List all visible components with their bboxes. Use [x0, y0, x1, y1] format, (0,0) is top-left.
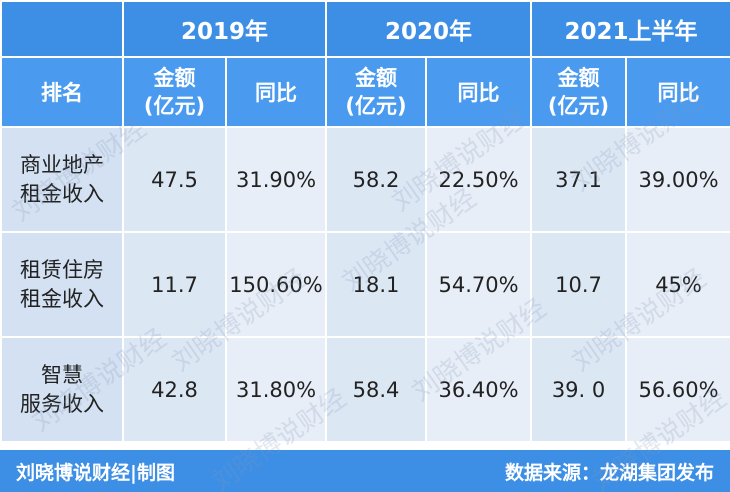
data-row: 智慧 服务收入 42.8 31.80% 58.4 36.40% 39. 0 56.60%	[0, 336, 730, 443]
data-cell: 39. 0	[530, 336, 628, 443]
rank-header: 排名	[0, 56, 124, 128]
text-line: (亿元)	[345, 94, 407, 118]
text-line: 租金收入	[20, 286, 104, 311]
data-cell: 37.1	[530, 126, 628, 233]
amount-header: 金额 (亿元)	[530, 56, 628, 128]
data-cell: 54.70%	[425, 231, 533, 338]
data-cell: 10.7	[530, 231, 628, 338]
year-header: 2020年	[325, 0, 533, 58]
data-cell: 150.60%	[224, 231, 328, 338]
text-line: 租金收入	[20, 181, 104, 206]
data-row: 租赁住房 租金收入 11.7 150.60% 18.1 54.70% 10.7 45%	[0, 231, 730, 338]
amount-header: 金额 (亿元)	[325, 56, 428, 128]
text-line: (亿元)	[547, 94, 610, 118]
data-table: 2019年 2020年 2021上半年 排名 金额 (亿元) 同比 金额 (亿元) 同比 金额 (亿元…	[0, 0, 730, 443]
footer-source: 数据来源：龙湖集团发布	[504, 461, 714, 484]
row-label: 智慧 服务收入	[0, 336, 124, 443]
data-cell: 39.00%	[625, 126, 730, 233]
text-line: 金额	[355, 65, 398, 90]
yoy-header: 同比	[625, 56, 730, 128]
data-cell: 56.60%	[625, 336, 730, 443]
data-cell: 22.50%	[425, 126, 533, 233]
data-cell: 58.2	[325, 126, 428, 233]
text-line: 智慧	[41, 363, 83, 388]
amount-header: 金额 (亿元)	[122, 56, 227, 128]
year-header: 2021上半年	[530, 0, 730, 58]
data-cell: 31.80%	[224, 336, 328, 443]
data-cell: 11.7	[122, 231, 227, 338]
header-cell	[0, 0, 124, 58]
text-line: 服务收入	[20, 391, 104, 416]
year-header: 2019年	[121, 0, 328, 58]
yoy-header: 同比	[224, 56, 328, 128]
row-label: 租赁住房 租金收入	[0, 231, 124, 338]
data-row: 商业地产 租金收入 47.5 31.90% 58.2 22.50% 37.1 39.00%	[0, 126, 730, 233]
text-line: 金额	[153, 65, 196, 90]
text-line: (亿元)	[143, 94, 206, 118]
header-row: 2019年 2020年 2021上半年	[0, 0, 730, 58]
data-cell: 42.8	[122, 336, 227, 443]
data-cell: 45%	[625, 231, 730, 338]
data-cell: 58.4	[325, 336, 428, 443]
row-label: 商业地产 租金收入	[0, 126, 124, 233]
data-cell: 31.90%	[224, 126, 328, 233]
footer: 刘晓博说财经|制图 数据来源：龙湖集团发布	[0, 450, 730, 492]
text-line: 租赁住房	[20, 258, 104, 283]
data-cell: 47.5	[122, 126, 227, 233]
yoy-header: 同比	[425, 56, 533, 128]
footer-credit: 刘晓博说财经|制图	[16, 461, 175, 484]
data-cell: 18.1	[325, 231, 428, 338]
data-cell: 36.40%	[425, 336, 533, 443]
text-line: 金额	[557, 65, 600, 90]
text-line: 商业地产	[20, 153, 104, 178]
subheader-row: 排名 金额 (亿元) 同比 金额 (亿元) 同比 金额 (亿元) 同比	[0, 56, 730, 128]
